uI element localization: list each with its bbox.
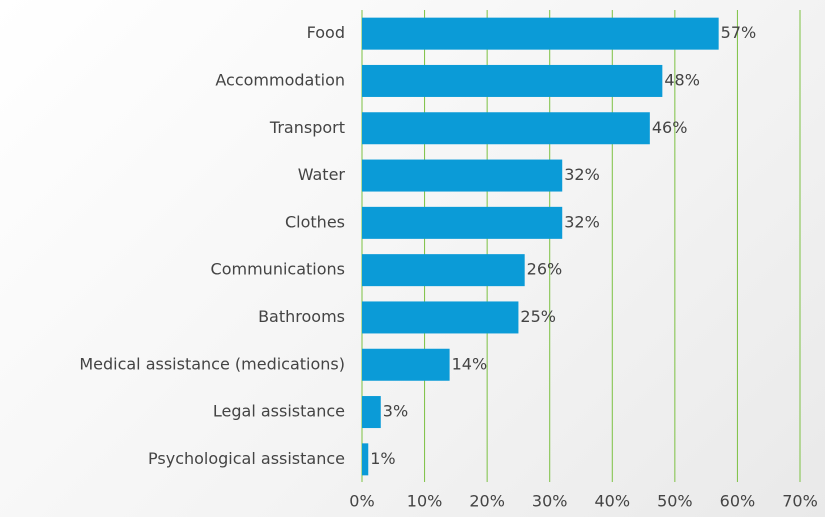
y-tick-label: Bathrooms (258, 307, 345, 326)
x-tick-label: 60% (720, 492, 756, 511)
x-tick-label: 50% (657, 492, 693, 511)
y-tick-label: Clothes (285, 212, 345, 231)
bar (362, 17, 719, 50)
value-label: 32% (564, 165, 600, 184)
bar (362, 112, 650, 145)
bar (362, 64, 663, 97)
value-label: 3% (383, 402, 408, 421)
y-tick-label: Accommodation (215, 70, 345, 89)
bar (362, 301, 519, 334)
value-label: 14% (452, 354, 488, 373)
y-tick-label: Legal assistance (213, 402, 345, 421)
y-tick-label: Water (298, 165, 346, 184)
value-label: 46% (652, 118, 688, 137)
y-tick-label: Food (307, 23, 345, 42)
value-label: 26% (527, 260, 563, 279)
x-tick-label: 30% (532, 492, 568, 511)
x-tick-label: 40% (595, 492, 631, 511)
x-tick-label: 70% (782, 492, 818, 511)
y-tick-label: Communications (211, 260, 345, 279)
bar (362, 206, 563, 239)
y-tick-label: Transport (269, 118, 345, 137)
bar (362, 348, 450, 381)
value-label: 32% (564, 212, 600, 231)
x-tick-label: 10% (407, 492, 443, 511)
y-tick-label: Psychological assistance (148, 449, 345, 468)
x-tick-label: 20% (469, 492, 505, 511)
value-label: 1% (370, 449, 395, 468)
bar (362, 254, 525, 287)
value-label: 48% (664, 70, 700, 89)
x-tick-label: 0% (349, 492, 374, 511)
bar (362, 159, 563, 192)
bar (362, 396, 381, 429)
y-tick-label: Medical assistance (medications) (79, 354, 345, 373)
value-label: 25% (520, 307, 556, 326)
bar (362, 443, 369, 476)
value-label: 57% (721, 23, 757, 42)
